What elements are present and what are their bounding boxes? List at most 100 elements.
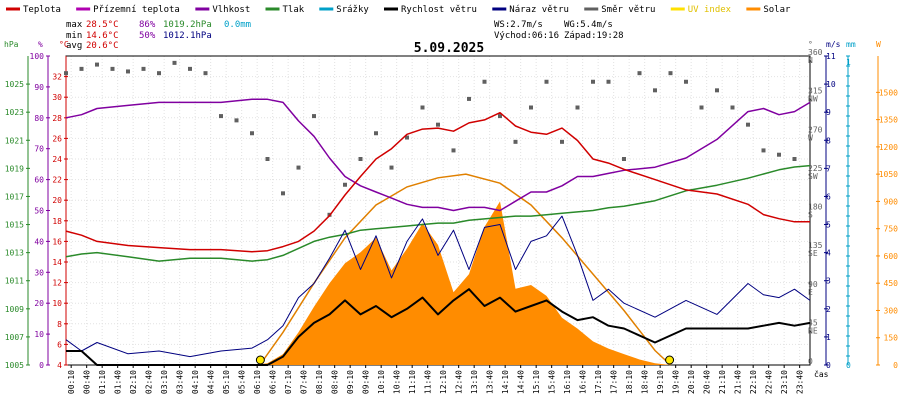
humidity-tick-label: 70 bbox=[34, 145, 44, 154]
x-tick-label: 10:40 bbox=[393, 370, 402, 394]
x-tick-label: 21:40 bbox=[734, 370, 743, 394]
x-tick-label: 15:10 bbox=[532, 370, 541, 394]
legend-label: Teplota bbox=[23, 5, 61, 15]
unit-labels: hPa % °C ° m/s mm W čas bbox=[4, 40, 881, 379]
wind-direction-point bbox=[513, 139, 518, 144]
wind-tick-label: 0 bbox=[826, 361, 831, 370]
wind-direction-point bbox=[544, 79, 549, 84]
temperature-tick-label: 4 bbox=[57, 361, 62, 370]
stat-min-label: min bbox=[66, 31, 82, 41]
temperature-tick-label: 20 bbox=[52, 196, 62, 205]
pressure-tick-label: 1011 bbox=[5, 277, 24, 286]
legend-label: Vlhkost bbox=[212, 5, 250, 15]
x-tick-label: 01:10 bbox=[98, 370, 107, 394]
pressure-tick-label: 1009 bbox=[5, 305, 24, 314]
series-line-teplota bbox=[65, 111, 810, 253]
x-tick-label: 09:40 bbox=[362, 370, 371, 394]
x-tick-label: 20:10 bbox=[687, 370, 696, 394]
legend-label: Solar bbox=[763, 5, 791, 15]
stat-avg-temp: 20.6°C bbox=[86, 41, 119, 51]
unit-cas: čas bbox=[814, 369, 829, 379]
pressure-tick-label: 1015 bbox=[5, 221, 24, 230]
pressure-tick-label: 1019 bbox=[5, 164, 24, 173]
direction-tick-label: 45 bbox=[808, 318, 818, 327]
wind-direction-point bbox=[250, 131, 254, 136]
stat-max-label: max bbox=[66, 20, 83, 30]
series-line-tlak bbox=[65, 164, 811, 262]
x-tick-label: 16:40 bbox=[579, 370, 588, 394]
x-tick-label: 09:10 bbox=[346, 370, 355, 394]
x-tick-label: 15:40 bbox=[548, 370, 557, 394]
solar-tick-label: 1200 bbox=[879, 143, 898, 152]
temperature-tick-label: 12 bbox=[52, 279, 62, 288]
x-tick-label: 03:40 bbox=[176, 370, 185, 394]
humidity-tick-label: 40 bbox=[34, 237, 44, 246]
legend-label: Srážky bbox=[336, 5, 369, 15]
pressure-tick-label: 1023 bbox=[5, 108, 24, 117]
x-tick-label: 22:40 bbox=[765, 370, 774, 394]
stat-avg-label: avg bbox=[66, 41, 82, 51]
wind-direction-point bbox=[606, 79, 611, 84]
wind-direction-point bbox=[64, 71, 68, 76]
direction-tick-label: S bbox=[808, 211, 813, 220]
x-tick-label: 16:10 bbox=[563, 370, 572, 394]
wind-direction-point bbox=[141, 66, 146, 71]
x-tick-label: 02:10 bbox=[129, 370, 138, 394]
temperature-tick-label: 32 bbox=[52, 73, 62, 82]
wind-tick-label: 8 bbox=[826, 136, 831, 145]
rain-tick-label: 1 bbox=[846, 58, 851, 67]
x-tick-label: 07:10 bbox=[284, 370, 293, 394]
temperature-tick-label: 24 bbox=[52, 155, 62, 164]
wind-direction-point bbox=[451, 148, 456, 153]
direction-tick-label: SW bbox=[808, 172, 818, 181]
wind-direction-point bbox=[126, 69, 130, 74]
temperature-tick-label: 28 bbox=[52, 114, 62, 123]
stats-header: max 28.5°C 86% 1019.2hPa 0.0mm min 14.6°… bbox=[66, 20, 624, 51]
unit-hpa: hPa bbox=[4, 40, 19, 49]
solar-tick-label: 600 bbox=[884, 252, 899, 261]
series-line-vlhkost bbox=[65, 98, 811, 212]
wind-direction-layer bbox=[64, 60, 797, 217]
direction-tick-label: 225 bbox=[808, 164, 823, 173]
temperature-tick-label: 8 bbox=[57, 320, 62, 329]
solar-area bbox=[66, 201, 810, 365]
wind-direction-point bbox=[746, 122, 750, 127]
humidity-tick-label: 60 bbox=[34, 176, 44, 185]
wind-direction-point bbox=[234, 118, 239, 123]
temperature-tick-label: 26 bbox=[52, 134, 62, 143]
wind-direction-point bbox=[405, 135, 409, 140]
direction-tick-label: 270 bbox=[808, 125, 823, 134]
legend-label: Náraz větru bbox=[509, 5, 569, 15]
temperature-tick-label: 6 bbox=[57, 340, 62, 349]
x-tick-label: 01:40 bbox=[114, 370, 123, 394]
x-tick-label: 10:10 bbox=[377, 370, 386, 394]
x-tick-label: 12:40 bbox=[455, 370, 464, 394]
stat-min-temp: 14.6°C bbox=[86, 31, 119, 41]
x-axis-ticks: 00:10 00:40 01:10 01:40 02:10 02:40 03:10 03:40… bbox=[67, 365, 805, 394]
wind-direction-point bbox=[265, 157, 270, 161]
humidity-tick-label: 30 bbox=[34, 268, 44, 277]
sun-markers bbox=[255, 355, 675, 365]
wind-direction-point bbox=[730, 105, 735, 110]
legend-label: Tlak bbox=[283, 5, 305, 15]
wind-direction-point bbox=[560, 139, 564, 144]
pressure-tick-label: 1025 bbox=[5, 80, 24, 89]
series-line-rychlost-v-tru bbox=[66, 288, 811, 366]
x-tick-label: 13:40 bbox=[486, 370, 495, 394]
wind-direction-point bbox=[374, 131, 378, 136]
humidity-tick-label: 100 bbox=[30, 52, 45, 61]
solar-tick-label: 1350 bbox=[879, 116, 898, 125]
unit-degc: °C bbox=[59, 40, 69, 49]
legend-label: Rychlost větru bbox=[401, 5, 477, 15]
wind-direction-point bbox=[436, 122, 440, 127]
x-tick-label: 00:40 bbox=[83, 370, 92, 394]
x-tick-label: 20:40 bbox=[703, 370, 712, 394]
x-tick-label: 14:40 bbox=[517, 370, 526, 394]
direction-tick-label: 90 bbox=[808, 280, 818, 289]
humidity-tick-label: 90 bbox=[34, 83, 44, 92]
wind-direction-point bbox=[591, 79, 595, 84]
wind-direction-point bbox=[172, 60, 177, 65]
x-tick-label: 04:40 bbox=[207, 370, 216, 394]
x-tick-label: 05:10 bbox=[222, 370, 231, 394]
